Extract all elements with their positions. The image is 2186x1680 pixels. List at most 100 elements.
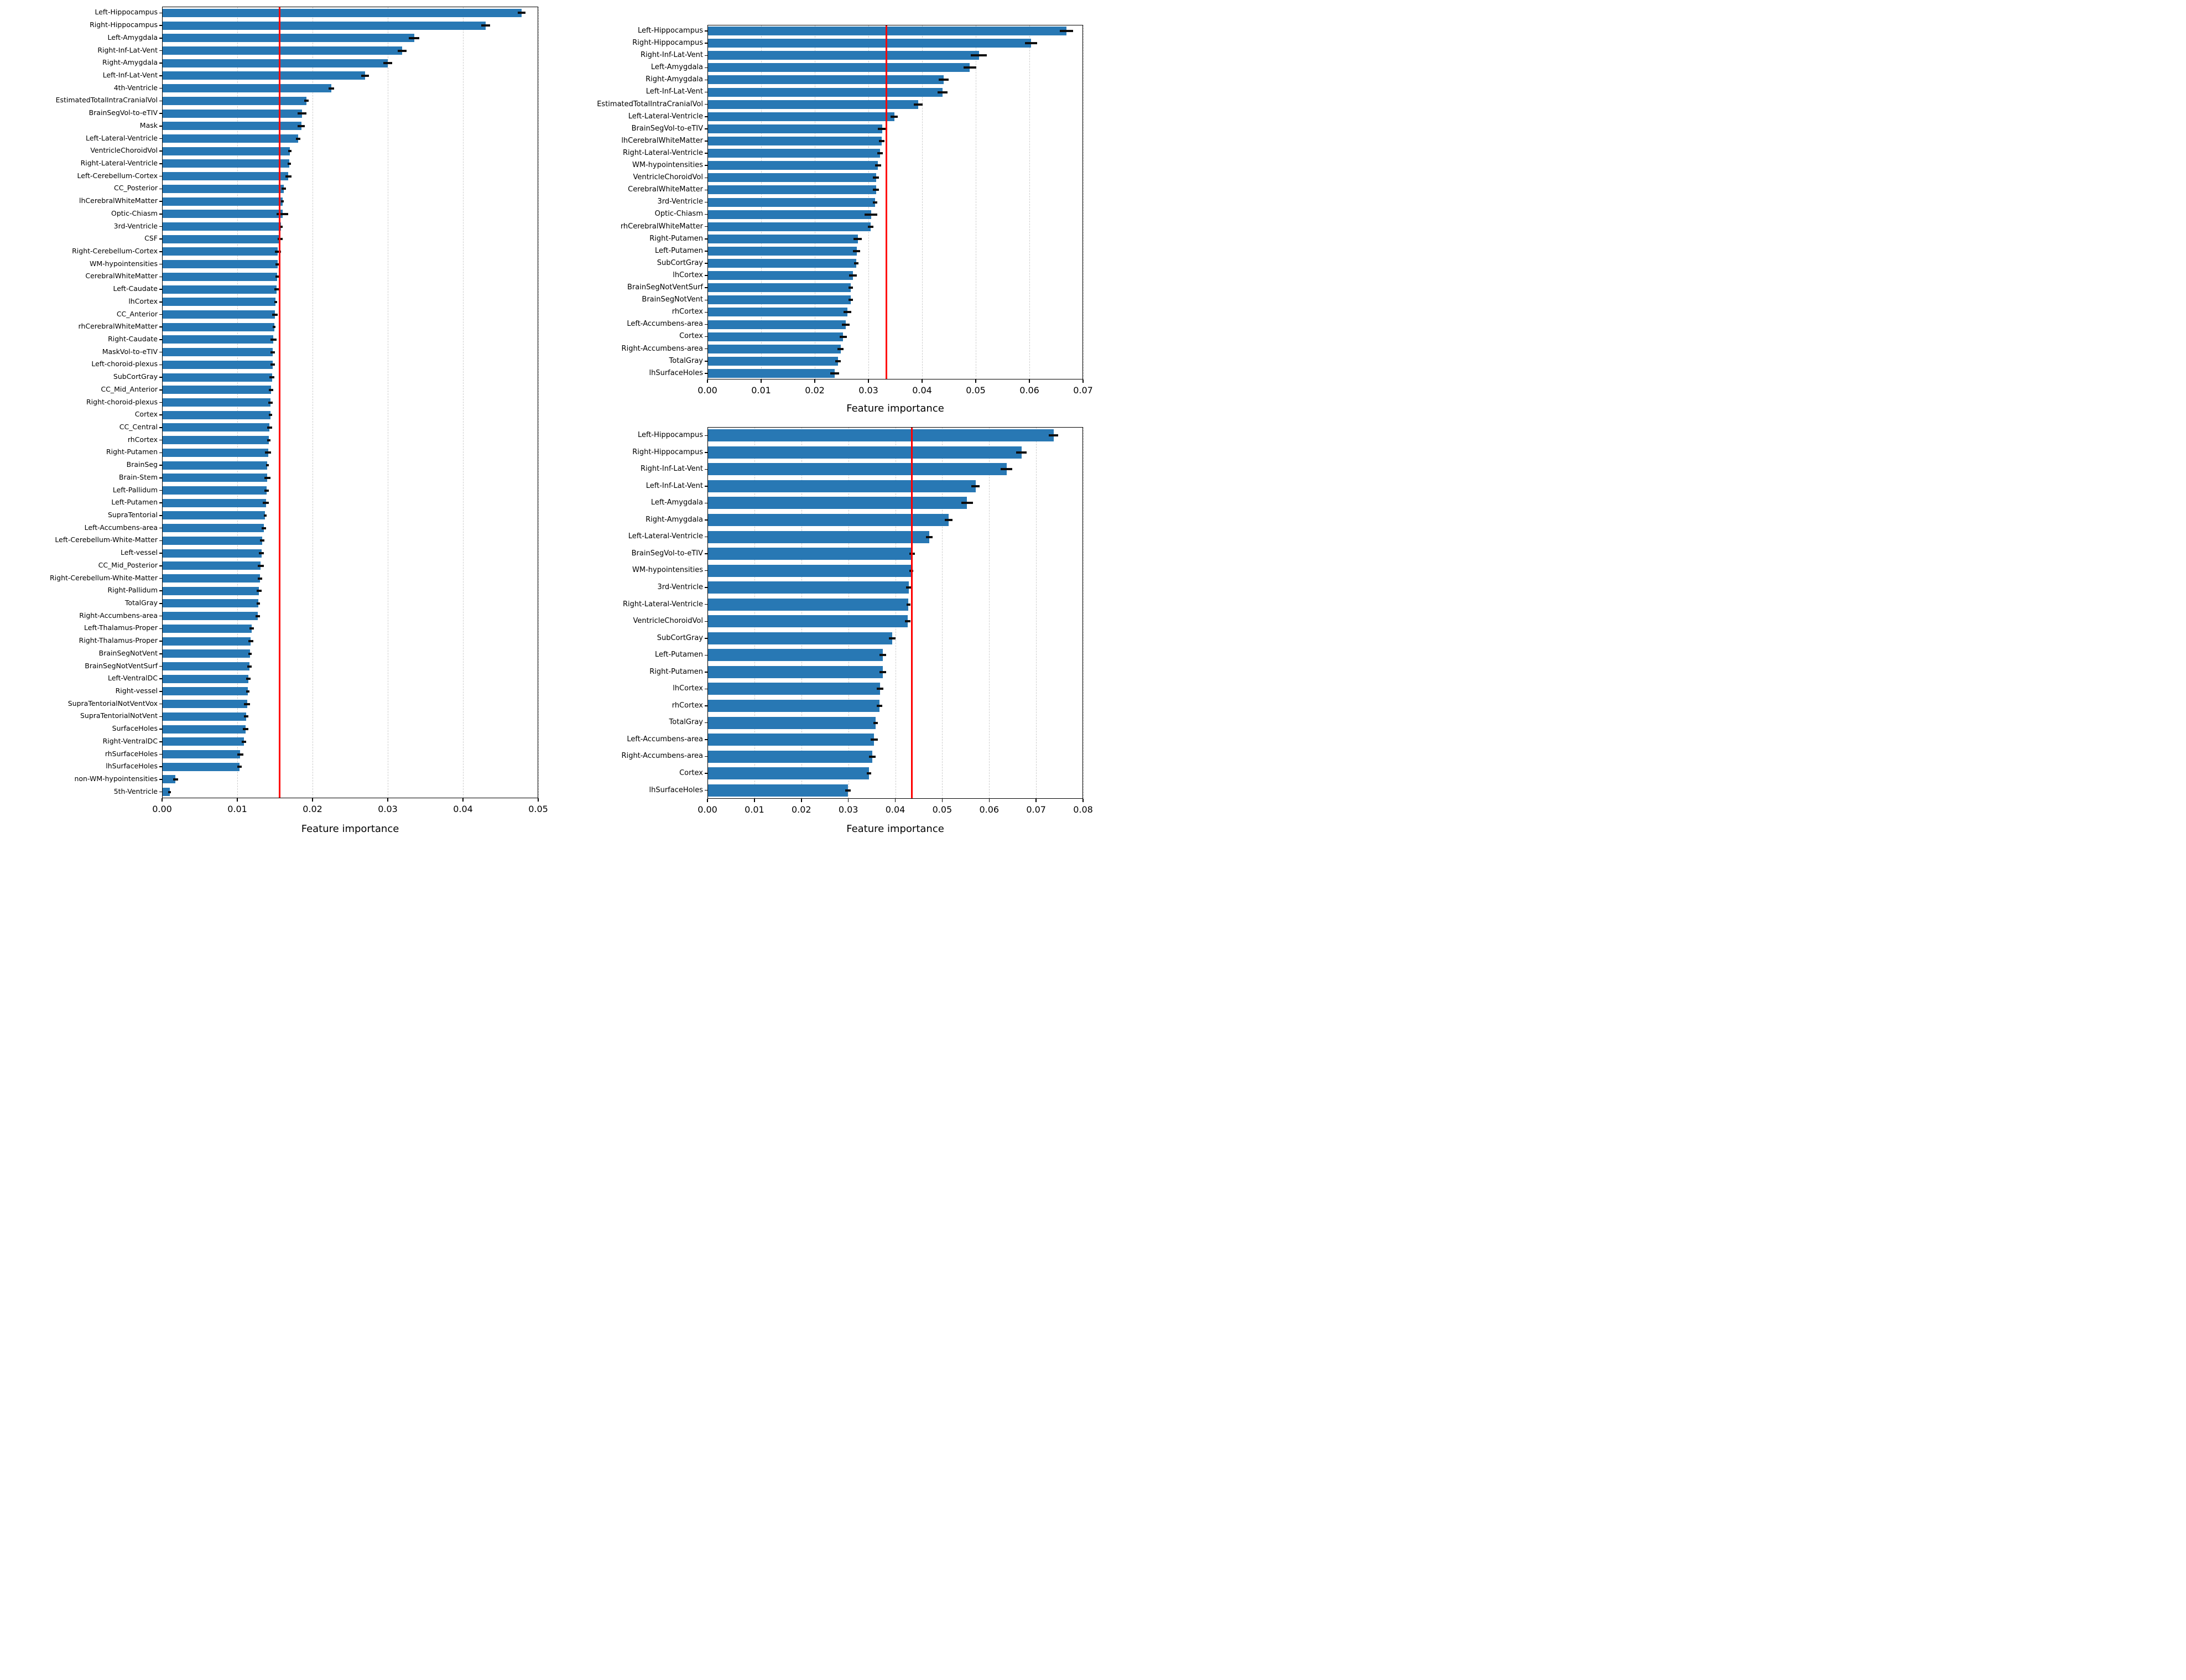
error-bar [1025, 42, 1037, 45]
bar [707, 564, 912, 577]
bar [162, 511, 266, 520]
error-bar [249, 627, 254, 630]
bar [162, 524, 264, 533]
bar [162, 197, 283, 206]
x-tick-label: 0.07 [1073, 385, 1093, 396]
bar [162, 46, 402, 55]
y-tick [705, 226, 707, 227]
bar [162, 599, 259, 608]
bar [707, 234, 858, 243]
error-bar [870, 738, 878, 741]
bar [162, 536, 262, 545]
y-tick [159, 301, 162, 303]
y-tick-label: rhCortex [672, 701, 703, 710]
y-tick [159, 38, 162, 39]
y-tick-label: Left-Putamen [111, 498, 158, 507]
error-bar [971, 54, 987, 57]
error-bar [265, 451, 272, 454]
gridline [801, 427, 802, 799]
y-tick [159, 427, 162, 428]
x-tick [894, 799, 896, 802]
y-tick-label: rhCerebralWhiteMatter [620, 222, 703, 231]
bar [707, 100, 919, 109]
error-bar [945, 519, 953, 521]
y-tick-label: Left-VentralDC [107, 674, 158, 683]
bar [162, 84, 331, 93]
bar [707, 75, 944, 85]
bar [707, 308, 848, 317]
error-bar [872, 176, 879, 179]
y-tick [159, 540, 162, 542]
y-tick [159, 289, 162, 290]
x-tick [1082, 379, 1084, 383]
y-tick [705, 789, 707, 791]
bar [162, 298, 276, 306]
error-bar [383, 62, 393, 65]
y-tick [705, 79, 707, 81]
y-tick [159, 351, 162, 353]
bar [162, 373, 272, 382]
error-bar [877, 688, 884, 690]
y-tick-label: WM-hypointensities [632, 161, 703, 170]
y-tick [705, 739, 707, 740]
bar [162, 109, 302, 118]
y-tick-label: Right-Putamen [649, 234, 703, 243]
bar [707, 51, 979, 60]
x-tick-label: 0.07 [1026, 804, 1046, 815]
y-tick-label: CSF [144, 234, 158, 243]
bar [162, 71, 366, 80]
x-tick-label: 0.01 [745, 804, 764, 815]
error-bar [272, 326, 276, 329]
bar [162, 335, 274, 344]
y-tick [159, 753, 162, 755]
bar [707, 649, 883, 662]
y-tick [705, 55, 707, 56]
y-tick [705, 722, 707, 724]
y-tick [705, 189, 707, 191]
bar [162, 687, 248, 696]
y-tick [705, 67, 707, 69]
error-bar [255, 615, 260, 617]
error-bar [237, 766, 242, 768]
y-tick-label: Cortex [679, 332, 703, 341]
y-tick [159, 389, 162, 391]
y-tick [705, 299, 707, 301]
bar [162, 586, 259, 595]
bar [162, 448, 268, 457]
y-tick-label: WM-hypointensities [632, 566, 703, 575]
y-tick-label: Right-Accumbens-area [621, 344, 703, 353]
error-bar [237, 753, 243, 756]
error-bar [267, 426, 272, 429]
x-tick-label: 0.00 [698, 385, 717, 396]
y-tick-label: Brain-Stem [119, 472, 158, 481]
y-tick-label: 3rd-Ventricle [657, 197, 703, 206]
error-bar [261, 527, 266, 529]
bar [162, 436, 269, 445]
y-tick-label: lhCerebralWhiteMatter [79, 196, 158, 205]
y-tick-label: Left-Amygdala [650, 63, 703, 72]
y-tick-label: SubCortGray [113, 372, 158, 381]
y-tick [705, 287, 707, 288]
bar [162, 762, 240, 771]
error-bar [297, 124, 305, 127]
error-bar [269, 414, 272, 417]
bar [162, 788, 170, 797]
y-tick [705, 116, 707, 117]
error-bar [914, 103, 923, 106]
error-bar [361, 74, 369, 77]
y-tick-label: 4th-Ventricle [113, 83, 158, 92]
y-tick-label: Right-vessel [115, 686, 158, 695]
y-tick-label: Left-Accumbens-area [84, 523, 158, 532]
error-bar [304, 100, 309, 102]
y-tick [159, 314, 162, 315]
x-tick-label: 0.02 [791, 804, 811, 815]
y-tick-label: WM-hypointensities [89, 259, 158, 268]
x-tick-label: 0.02 [805, 385, 825, 396]
y-tick [159, 691, 162, 692]
error-bar [266, 464, 269, 467]
gridline [1036, 427, 1037, 799]
x-axis-label-top-right: Feature importance [846, 403, 944, 414]
x-tick-label: 0.01 [751, 385, 771, 396]
y-tick-label: BrainSegVol-to-eTIV [631, 124, 703, 133]
bar [162, 59, 388, 67]
